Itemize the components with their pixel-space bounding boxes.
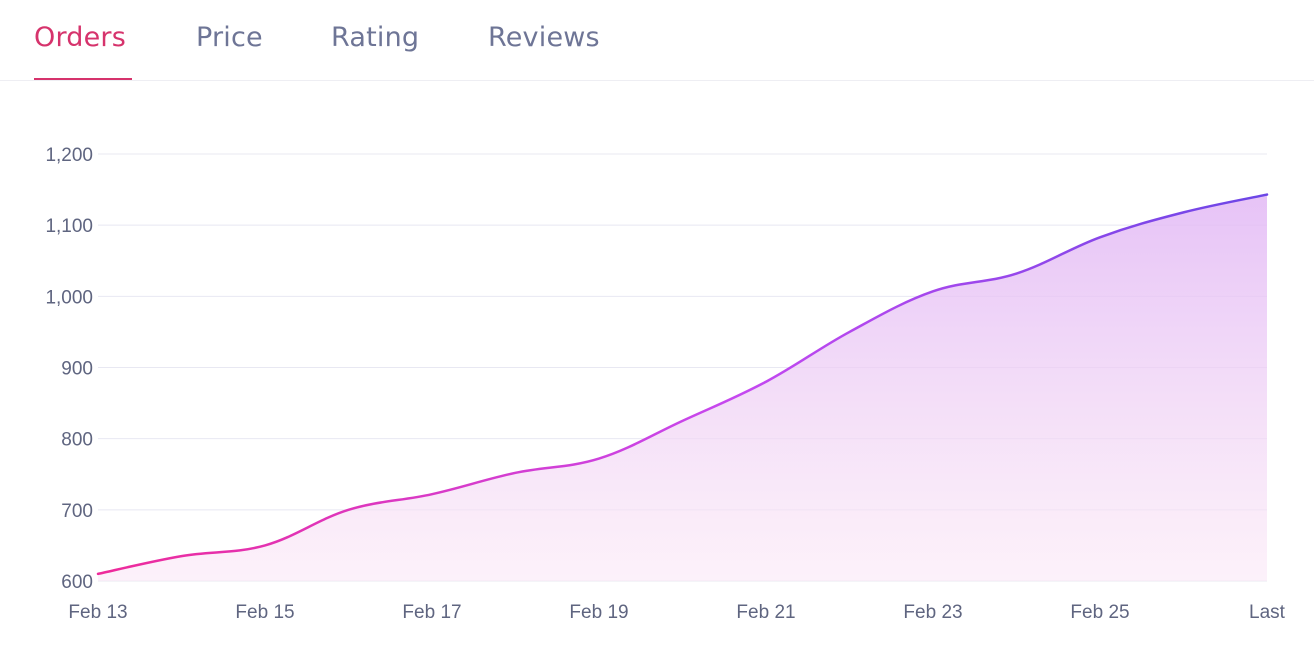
y-tick-label: 600 — [61, 572, 93, 593]
tab-rating[interactable]: Rating — [331, 22, 420, 53]
x-tick-label: Feb 15 — [235, 602, 294, 623]
y-tick-label: 1,100 — [45, 216, 93, 237]
y-tick-label: 800 — [61, 430, 93, 451]
y-tick-label: 700 — [61, 501, 93, 522]
series-orders — [96, 193, 1269, 581]
y-axis: 600 700 800 900 1,000 1,100 1,200 — [45, 145, 93, 593]
series-area-orders — [98, 194, 1267, 581]
x-tick-label: Feb 25 — [1070, 602, 1129, 623]
series-line-orders — [96, 193, 1269, 576]
x-tick-label: Feb 21 — [736, 602, 795, 623]
y-tick-label: 1,200 — [45, 145, 93, 166]
tab-bar: Orders Price Rating Reviews — [0, 0, 1314, 81]
x-tick-label: Feb 13 — [68, 602, 127, 623]
x-tick-label: Feb 17 — [402, 602, 461, 623]
tab-price[interactable]: Price — [196, 22, 263, 53]
tab-reviews[interactable]: Reviews — [488, 22, 600, 53]
x-axis: Feb 13 Feb 15 Feb 17 Feb 19 Feb 21 Feb 23 Feb … — [68, 602, 1285, 623]
x-tick-label: Feb 23 — [903, 602, 962, 623]
y-tick-label: 900 — [61, 359, 93, 380]
tab-orders[interactable]: Orders — [34, 22, 126, 53]
x-tick-label: Feb 19 — [569, 602, 628, 623]
active-tab-indicator — [34, 78, 132, 80]
y-tick-label: 1,000 — [45, 287, 93, 308]
x-tick-label: Last — [1249, 602, 1286, 623]
